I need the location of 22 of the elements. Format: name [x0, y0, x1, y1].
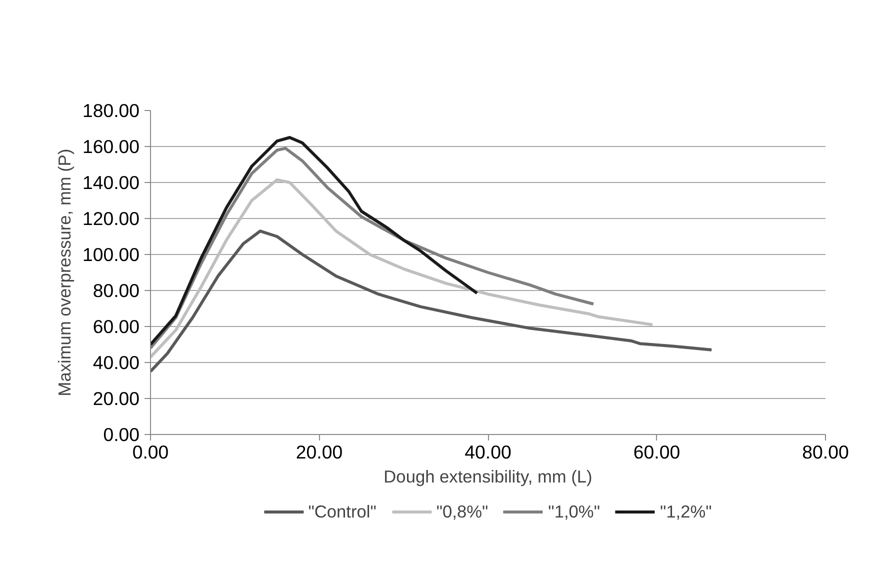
x-tick-label: 60.00 [633, 442, 680, 462]
y-tick-label: 80.00 [92, 280, 140, 301]
y-tick-label: 140.00 [82, 172, 140, 193]
x-tick-label: 80.00 [802, 442, 849, 462]
y-tick-label: 20.00 [92, 388, 140, 409]
y-axis-title: Maximum overpressure, mm (P) [54, 148, 74, 396]
x-axis-title: Dough extensibility, mm (L) [384, 466, 592, 486]
line-series [150, 178, 654, 359]
legend-label: "1,0%" [548, 501, 600, 522]
x-tick-label: 20.00 [296, 442, 343, 462]
y-tick-label: 180.00 [82, 100, 140, 121]
y-tick-label: 40.00 [92, 352, 140, 373]
y-tick-label: 100.00 [82, 244, 140, 265]
y-tick-label: 160.00 [82, 136, 140, 157]
line-series [150, 136, 479, 346]
legend-label: "Control" [308, 501, 376, 522]
legend-label: "1,2%" [660, 501, 712, 522]
y-tick-label: 120.00 [82, 208, 140, 229]
legend-label: "0,8%" [436, 501, 488, 522]
line-series [150, 230, 714, 373]
x-tick-label: 40.00 [464, 442, 512, 462]
y-tick-label: 60.00 [92, 316, 140, 337]
